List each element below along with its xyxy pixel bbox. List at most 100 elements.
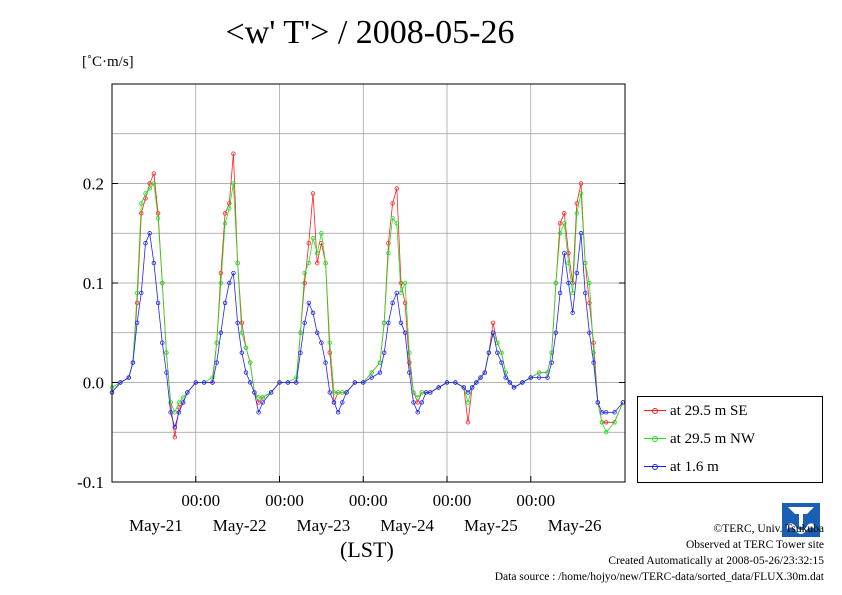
data-point (306, 260, 312, 266)
data-point (310, 191, 316, 196)
terc-logo-icon (782, 503, 820, 537)
data-point (235, 320, 240, 325)
data-point (415, 400, 420, 405)
data-point (536, 370, 542, 375)
data-point (298, 330, 303, 335)
data-point (294, 380, 299, 385)
data-point (302, 270, 307, 276)
data-point (591, 360, 596, 365)
legend-item-nw: at 29.5 m NW (644, 428, 755, 450)
data-point (402, 280, 408, 286)
data-point (557, 231, 563, 236)
data-point (386, 250, 391, 256)
x-time-label: 00:00 (265, 491, 304, 510)
data-point (130, 360, 136, 365)
data-point (620, 400, 626, 405)
x-day-label: May-21 (129, 516, 183, 535)
data-point (369, 370, 374, 375)
data-point (231, 270, 236, 276)
data-point (461, 385, 466, 390)
x-day-label: May-23 (296, 516, 350, 535)
data-point (340, 400, 345, 405)
legend-item-16m: at 1.6 m (644, 456, 719, 478)
data-point (139, 201, 144, 206)
data-point (331, 400, 337, 405)
data-point (612, 410, 617, 415)
data-point (327, 340, 332, 345)
x-day-label: May-22 (213, 516, 267, 535)
data-point (227, 280, 232, 286)
data-point (143, 240, 148, 246)
created-text: Created Automatically at 2008-05-26/23:3… (608, 555, 824, 567)
data-point (486, 350, 492, 355)
legend-label-16m: at 1.6 m (670, 458, 719, 475)
data-point (377, 370, 383, 375)
data-point (193, 380, 198, 385)
x-axis-label: (LST) (340, 537, 394, 562)
data-point (235, 260, 240, 266)
data-point (201, 380, 207, 385)
data-point (256, 410, 261, 415)
data-point (160, 340, 165, 345)
x-axis: 00:00 00:00 00:00 00:00 00:00 May-21 May-22 May… (129, 476, 602, 535)
data-point (394, 290, 399, 296)
data-point (231, 151, 236, 156)
data-point (490, 320, 496, 325)
data-point (562, 221, 567, 226)
data-point (469, 385, 475, 390)
data-point (323, 260, 328, 266)
site-text: Observed at TERC Tower site (685, 539, 824, 551)
data-point (218, 280, 224, 286)
data-point (227, 206, 232, 211)
series-line (111, 183, 624, 433)
data-point (545, 375, 550, 380)
data-point (436, 385, 441, 390)
data-point (176, 410, 182, 415)
data-point (176, 400, 182, 405)
data-point (260, 395, 265, 400)
data-point (168, 400, 173, 405)
chart-title: <w' T'> / 2008-05-26 (225, 14, 515, 51)
data-point (151, 260, 157, 266)
data-point (147, 231, 152, 236)
data-point (536, 375, 542, 380)
data-point (172, 425, 178, 430)
data-point (482, 370, 487, 375)
data-point (306, 300, 312, 306)
data-point (218, 330, 224, 335)
data-point (578, 231, 584, 236)
data-point (239, 330, 245, 335)
data-point (172, 410, 178, 415)
data-point (134, 290, 140, 296)
data-point (566, 280, 571, 286)
data-point (160, 280, 165, 286)
legend-swatch-se (644, 406, 666, 416)
data-point (478, 375, 483, 380)
data-point (172, 435, 178, 440)
data-point (335, 390, 341, 395)
data-point (222, 300, 228, 306)
legend-item-se: at 29.5 m SE (644, 400, 748, 422)
data-point (247, 360, 253, 365)
data-point (557, 290, 563, 296)
data-point (134, 320, 140, 325)
data-point (402, 300, 408, 306)
series-layer (109, 151, 626, 440)
data-point (419, 400, 425, 405)
data-point (520, 380, 525, 385)
data-point (503, 375, 508, 380)
data-point (428, 390, 433, 395)
data-point (306, 240, 312, 246)
data-point (214, 340, 219, 345)
data-point (499, 350, 504, 355)
data-point (155, 216, 161, 221)
data-point (256, 395, 261, 400)
data-point (499, 360, 504, 365)
legend-label-nw: at 29.5 m NW (670, 430, 755, 447)
data-point (453, 380, 458, 385)
legend-swatch-16m (644, 462, 666, 472)
data-point (247, 380, 253, 385)
data-point (231, 181, 236, 186)
legend: at 29.5 m SE at 29.5 m NW at 1.6 m (637, 396, 823, 483)
data-point (310, 236, 316, 241)
